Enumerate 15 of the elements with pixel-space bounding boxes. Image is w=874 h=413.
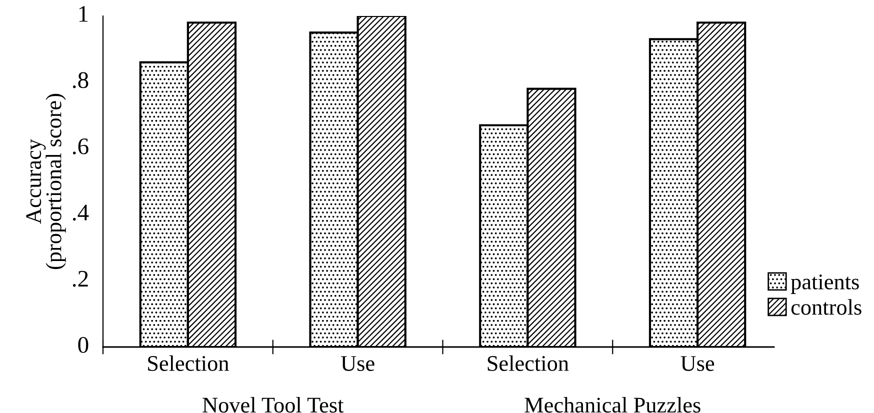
legend-label: controls <box>791 299 862 315</box>
y-tick-label: 0 <box>78 336 88 353</box>
y-tick-label: .6 <box>72 138 88 154</box>
y-tick-label: 1 <box>79 6 88 22</box>
y-tick-label: .4 <box>72 204 89 221</box>
y-tick-label: .2 <box>72 270 88 287</box>
text: Mechanical Puzzles <box>524 397 700 413</box>
x-tick-label: Use <box>680 356 714 371</box>
y-tick-label: .8 <box>72 72 88 88</box>
text: Novel Tool Test <box>202 397 344 413</box>
legend-label: patients <box>790 274 859 294</box>
x-tick-label: Selection <box>488 355 569 371</box>
x-tick-label: Selection <box>148 355 229 371</box>
y-axis-title: Accuracy (proportional score) <box>26 94 66 270</box>
x-tick-label: Use <box>340 356 374 371</box>
